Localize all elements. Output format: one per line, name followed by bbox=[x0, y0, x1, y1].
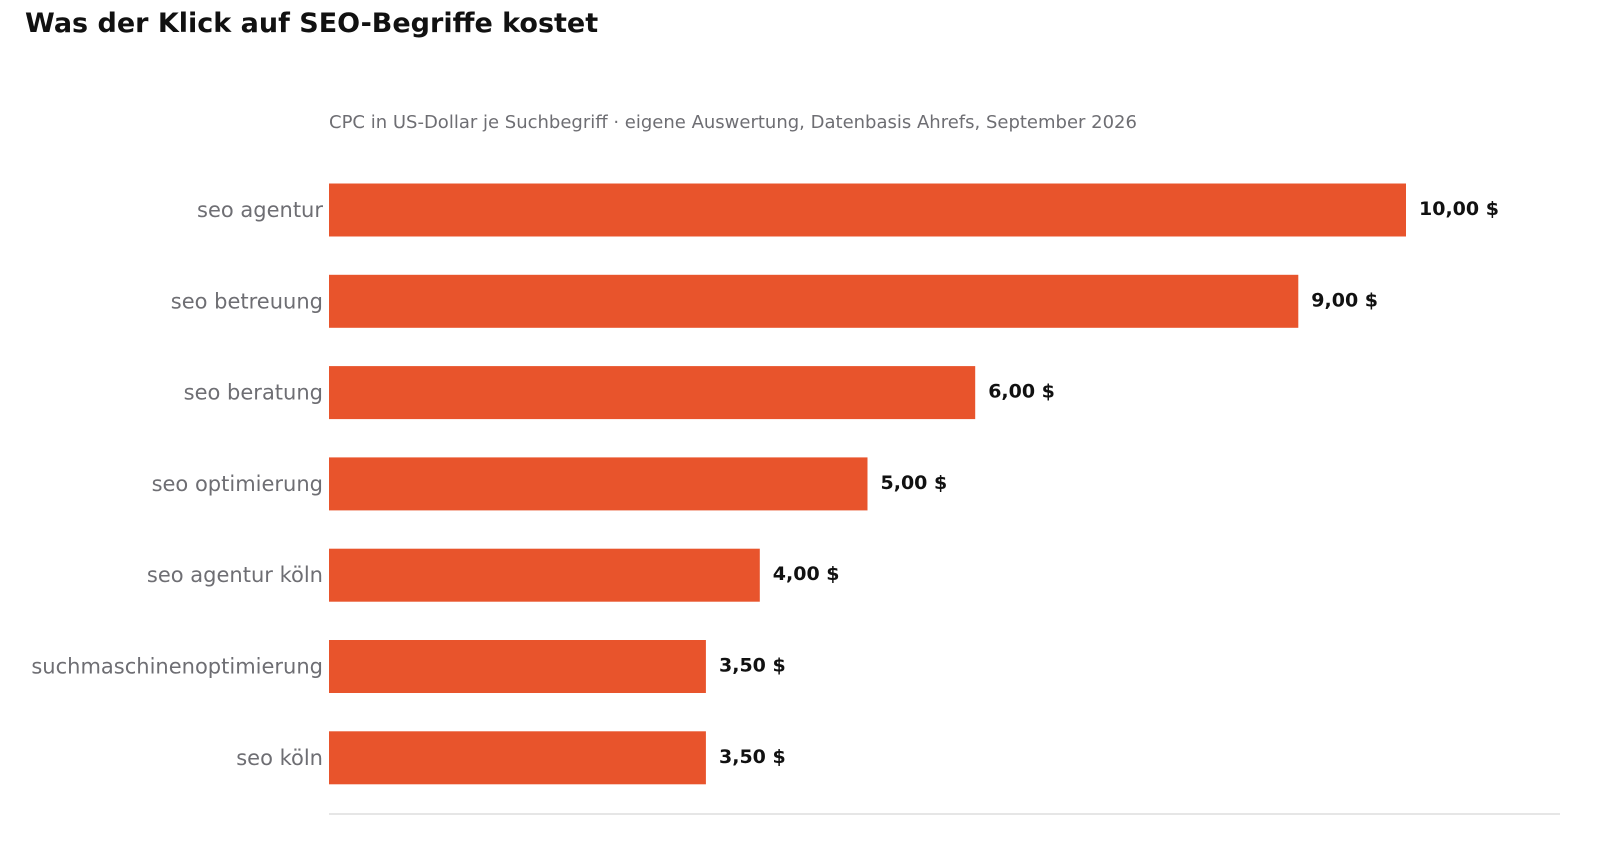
bar bbox=[329, 274, 1299, 328]
value-label: 3,50 $ bbox=[719, 746, 786, 768]
bar bbox=[329, 457, 868, 511]
bar bbox=[329, 366, 976, 420]
category-label: seo köln bbox=[236, 746, 323, 770]
value-label: 4,00 $ bbox=[773, 563, 840, 585]
value-label: 3,50 $ bbox=[719, 655, 786, 677]
bar bbox=[329, 640, 706, 693]
category-label: seo betreuung bbox=[171, 289, 323, 313]
bars-group: seo agentur 10,00 $ seo betreuung 9,00 $ seo… bbox=[31, 183, 1499, 785]
value-label: 10,00 $ bbox=[1419, 198, 1499, 220]
chart-subtitle: CPC in US-Dollar je Suchbegriff · eigene… bbox=[329, 112, 1137, 133]
category-label: seo agentur bbox=[197, 198, 323, 222]
value-label: 9,00 $ bbox=[1311, 289, 1378, 311]
category-label: seo beratung bbox=[184, 381, 323, 405]
bar bbox=[329, 548, 760, 602]
chart-title: Was der Klick auf SEO-Begriffe kostet bbox=[25, 8, 599, 39]
value-label: 5,00 $ bbox=[881, 472, 948, 494]
value-label: 6,00 $ bbox=[988, 381, 1055, 403]
category-label: seo optimierung bbox=[152, 472, 323, 496]
category-label: seo agentur köln bbox=[147, 563, 323, 587]
bar bbox=[329, 731, 706, 785]
category-label: suchmaschinenoptimierung bbox=[31, 655, 323, 679]
bar bbox=[329, 183, 1406, 237]
